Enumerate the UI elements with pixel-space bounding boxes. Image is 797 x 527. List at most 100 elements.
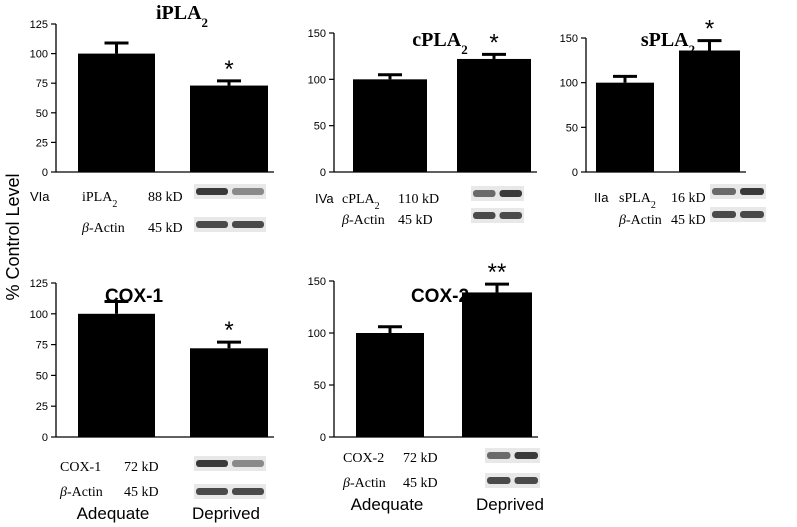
actin-text: -Actin	[626, 213, 662, 228]
blot-image-target	[471, 186, 524, 201]
y-tick-label: 0	[42, 432, 48, 444]
chart-panel-5: 0 50 100 150 ** COX-2 COX-2 72 kD β-Actin 45 kD	[308, 259, 540, 491]
blot-size-label: 72 kD	[403, 451, 438, 466]
blot-protein-label: iPLA2	[82, 190, 117, 210]
blot-protein-subscript: 2	[375, 201, 380, 212]
blot-isoform-label: IIa	[594, 190, 609, 205]
blot-isoform-label: VIa	[30, 189, 50, 204]
y-tick-label: 0	[320, 432, 326, 444]
blot-size-label: 72 kD	[124, 460, 159, 475]
y-tick-label: 150	[560, 33, 578, 45]
bar-adequate	[78, 53, 155, 172]
blot-actin-label: β-Actin	[341, 213, 385, 228]
y-tick-label: 75	[36, 78, 48, 90]
significance-marker: *	[224, 56, 233, 83]
bar-adequate	[356, 333, 424, 437]
y-tick-label: 75	[36, 340, 48, 352]
blot-actin-size-label: 45 kD	[124, 485, 159, 500]
y-tick-label: 100	[30, 49, 48, 61]
y-tick-label: 100	[308, 74, 326, 86]
blot-image-target	[194, 456, 266, 471]
significance-marker: **	[488, 259, 507, 286]
beta-symbol: β	[341, 213, 349, 228]
y-tick-label: 25	[36, 137, 48, 149]
y-tick-label: 100	[560, 78, 578, 90]
blot-actin-label: β-Actin	[618, 213, 662, 228]
blot-image-actin	[471, 208, 524, 223]
y-tick-label: 0	[320, 167, 326, 179]
blot-actin-size-label: 45 kD	[398, 213, 433, 228]
bar-adequate	[596, 82, 654, 172]
blot-protein-label: cPLA2	[342, 192, 380, 212]
actin-text: -Actin	[349, 213, 385, 228]
y-tick-label: 0	[572, 167, 578, 179]
bar-deprived	[457, 58, 531, 172]
x-category-deprived-2: Deprived	[476, 495, 544, 514]
chart-panel-2: 0 50 100 150 * cPLA2 IVa cPLA2 110 kD β-Actin 45 k…	[308, 28, 537, 228]
y-tick-label: 50	[314, 121, 326, 133]
blot-protein-label: sPLA2	[619, 191, 656, 211]
y-tick-label: 50	[36, 370, 48, 382]
y-tick-label: 50	[566, 122, 578, 134]
x-category-deprived: Deprived	[192, 504, 260, 523]
beta-symbol: β	[81, 221, 89, 236]
chart-title: COX-2	[411, 286, 469, 307]
bar-deprived	[190, 348, 268, 437]
y-axis-label: % Control Level	[3, 173, 23, 300]
blot-image-target	[485, 448, 540, 463]
bar-adequate	[78, 313, 155, 437]
bar-deprived	[190, 85, 268, 172]
blot-size-label: 110 kD	[398, 192, 439, 207]
y-tick-label: 25	[36, 401, 48, 413]
y-tick-label: 150	[308, 276, 326, 288]
x-category-adequate-2: Adequate	[351, 495, 424, 514]
blot-isoform-label: IVa	[315, 191, 334, 206]
x-category-adequate: Adequate	[77, 504, 150, 523]
y-tick-label: 100	[308, 328, 326, 340]
blot-protein-subscript: 2	[112, 199, 117, 210]
y-tick-label: 125	[30, 278, 48, 290]
blot-actin-size-label: 45 kD	[148, 221, 183, 236]
y-tick-label: 0	[42, 167, 48, 179]
blot-actin-label: β-Actin	[81, 221, 125, 236]
blot-image-actin	[194, 484, 266, 499]
y-tick-label: 150	[308, 28, 326, 40]
chart-title: COX-1	[105, 286, 164, 307]
blot-image-target	[194, 184, 266, 199]
blot-size-label: 88 kD	[148, 190, 183, 205]
chart-title-subscript: 2	[689, 42, 696, 57]
chart-title-subscript: 2	[461, 42, 468, 57]
chart-title: iPLA2	[156, 2, 208, 30]
blot-protein-label: COX-2	[343, 451, 384, 466]
actin-text: -Actin	[67, 485, 103, 500]
bar-adequate	[353, 79, 427, 172]
actin-text: -Actin	[350, 476, 386, 491]
blot-image-actin	[710, 207, 766, 222]
beta-symbol: β	[59, 485, 67, 500]
bar-deprived	[679, 50, 740, 172]
blot-protein-label: COX-1	[60, 460, 101, 475]
blot-image-actin	[485, 473, 540, 488]
bar-deprived	[462, 292, 532, 437]
blot-actin-label: β-Actin	[342, 476, 386, 491]
significance-marker: *	[489, 29, 498, 56]
y-tick-label: 50	[36, 108, 48, 120]
beta-symbol: β	[342, 476, 350, 491]
y-tick-label: 50	[314, 380, 326, 392]
chart-title-subscript: 2	[202, 15, 209, 30]
blot-image-actin	[194, 217, 266, 232]
blot-actin-size-label: 45 kD	[671, 213, 706, 228]
beta-symbol: β	[618, 213, 626, 228]
y-tick-label: 125	[30, 19, 48, 31]
significance-marker: *	[224, 317, 233, 344]
chart-panel-1: 0 25 50 75 100 125 * iPLA2 VIa iPLA2 88 kD β-Actin 4…	[30, 2, 274, 236]
chart-title: cPLA2	[412, 29, 467, 57]
blot-image-target	[710, 184, 766, 199]
actin-text: -Actin	[89, 221, 125, 236]
blot-actin-label: β-Actin	[59, 485, 103, 500]
y-tick-label: 100	[30, 309, 48, 321]
blot-actin-size-label: 45 kD	[403, 476, 438, 491]
blot-size-label: 16 kD	[671, 191, 706, 206]
blot-protein-subscript: 2	[651, 200, 656, 211]
